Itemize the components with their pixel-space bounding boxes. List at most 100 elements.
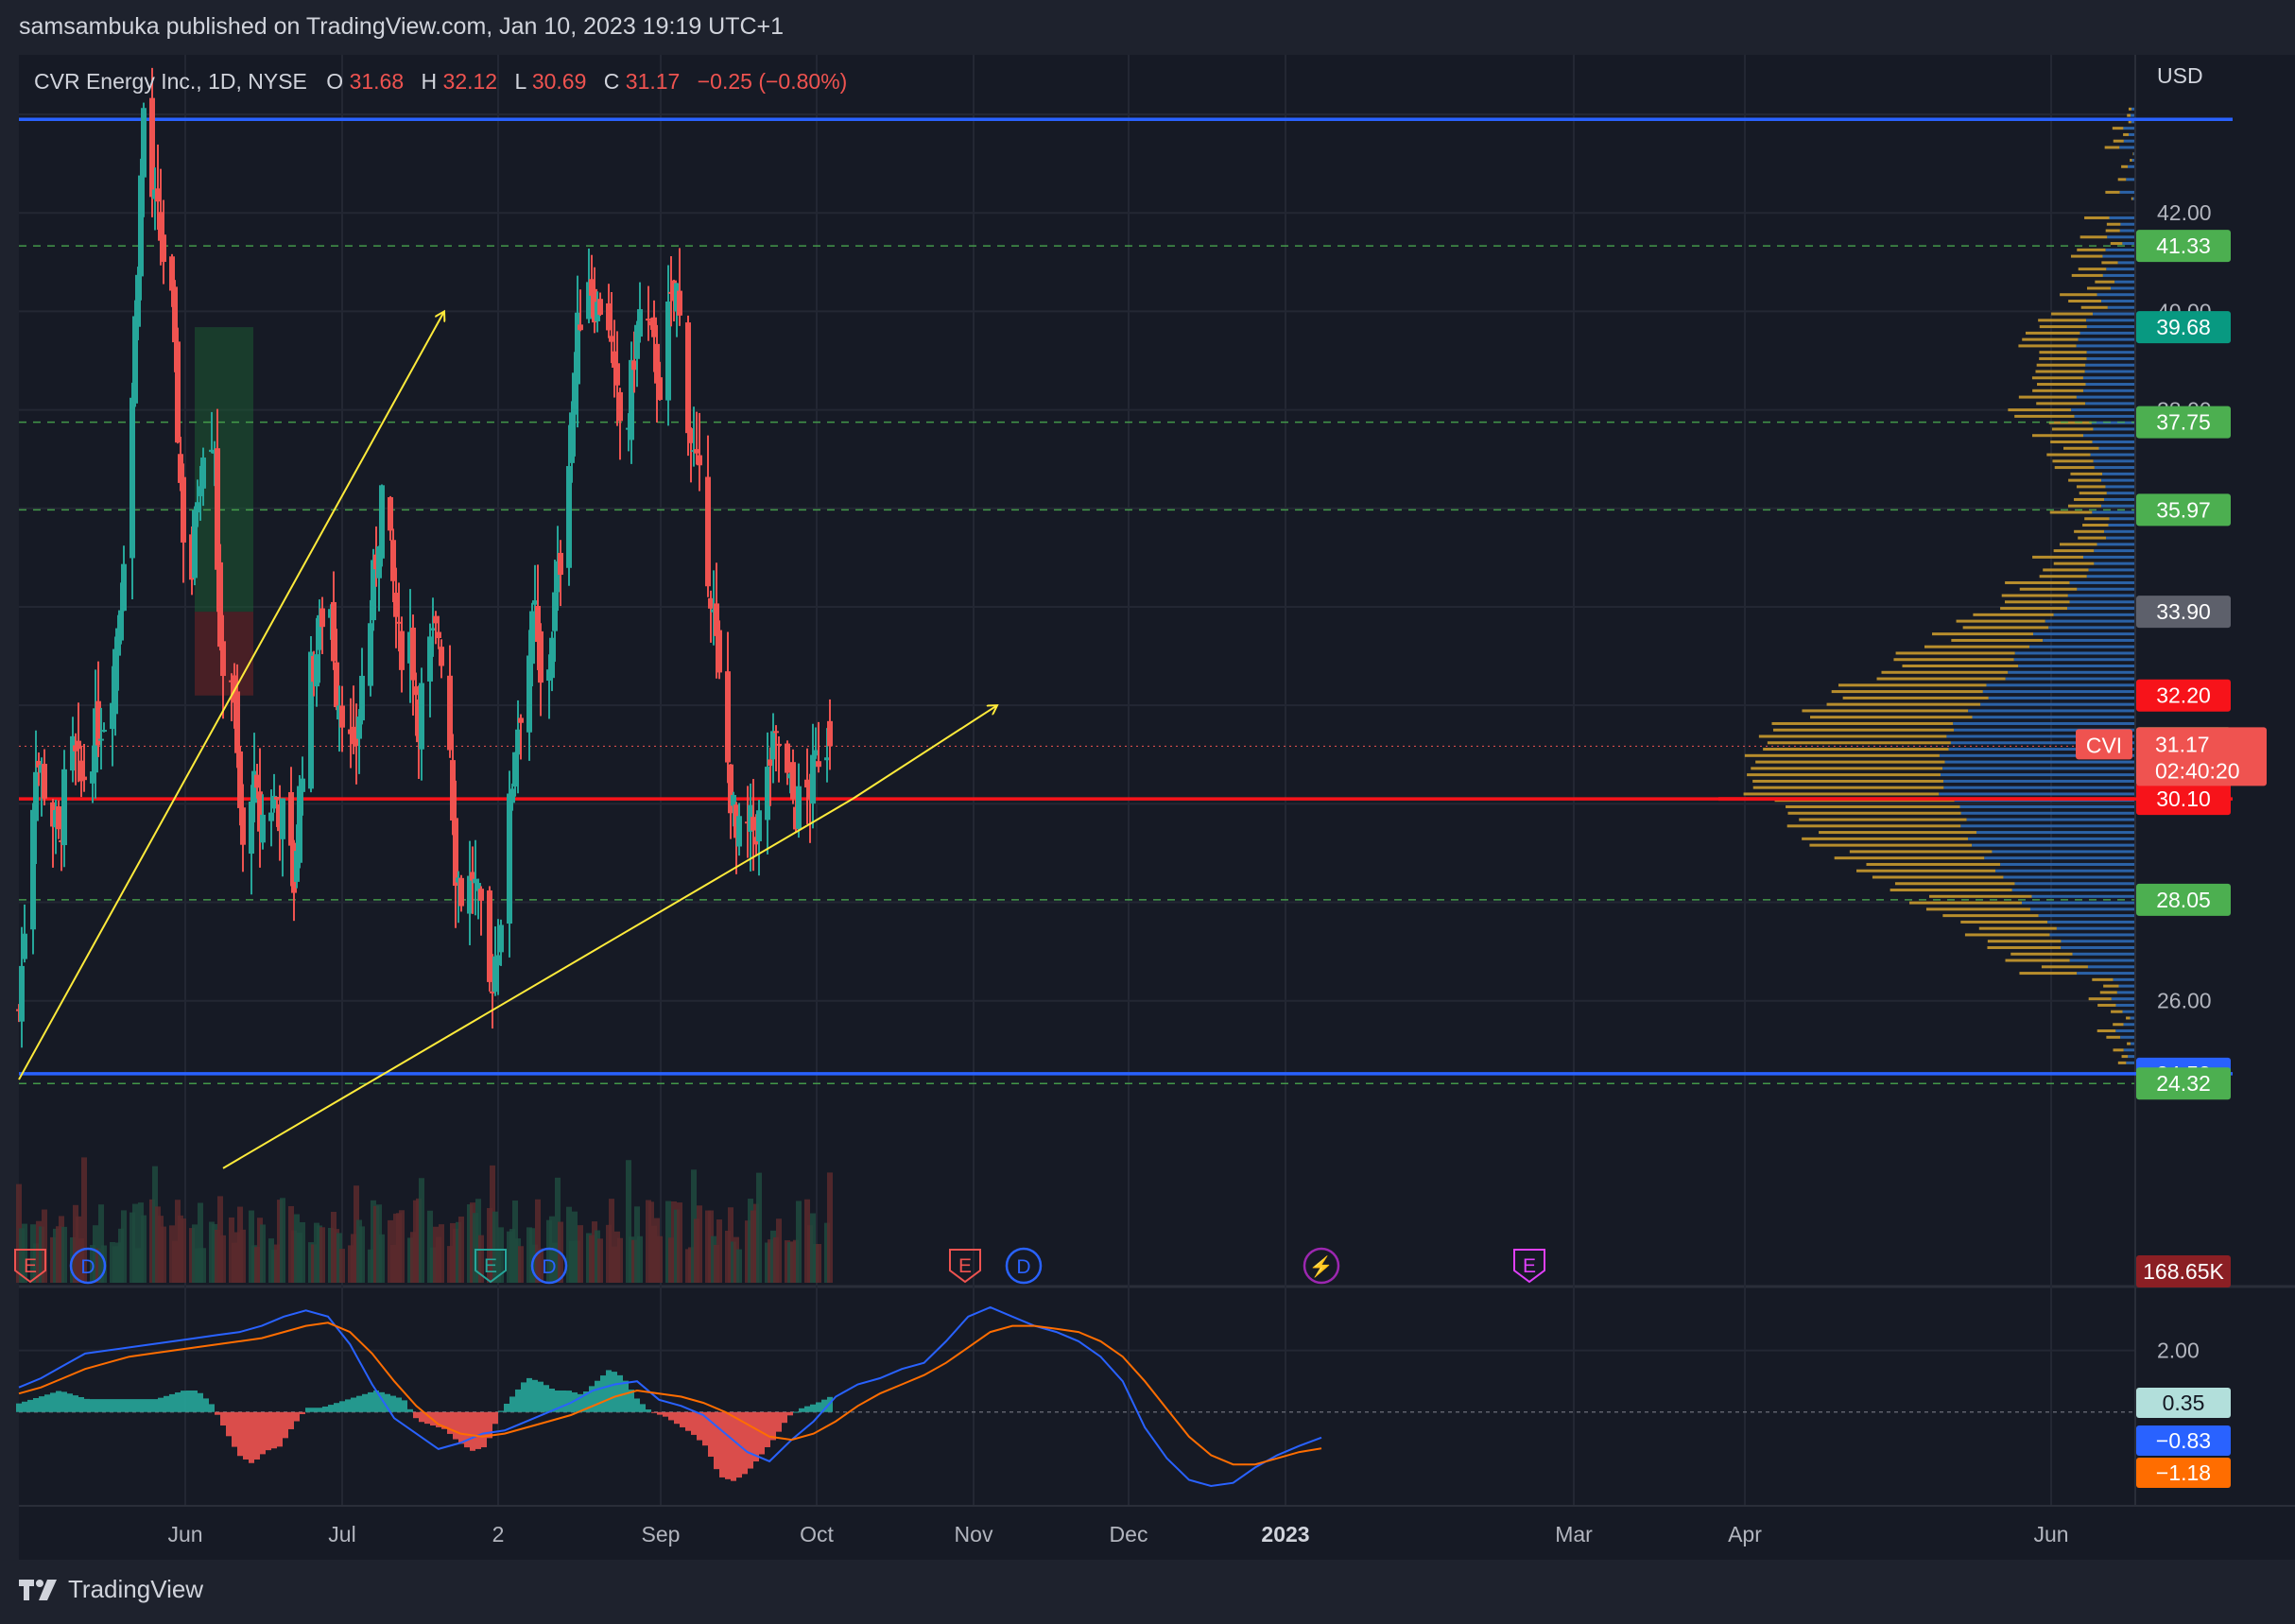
price-axis-badge[interactable]: 33.90	[2136, 596, 2231, 629]
dividend-marker-icon[interactable]: D	[530, 1247, 568, 1285]
profile-bar-down	[1960, 824, 2134, 828]
profile-bar-down	[2119, 146, 2134, 149]
price-axis-badge[interactable]: 35.97	[2136, 493, 2231, 527]
profile-bar-up	[2068, 300, 2102, 302]
candle-body	[237, 751, 243, 808]
trend-line[interactable]	[18, 311, 444, 1080]
price-axis-badge[interactable]: 37.75	[2136, 406, 2231, 439]
macd-hist-bar	[606, 1370, 612, 1412]
candle-body	[118, 610, 124, 641]
candle-body	[453, 818, 458, 887]
candle-body	[419, 682, 424, 750]
profile-bar-up	[1787, 811, 1961, 815]
price-axis-badge[interactable]: 32.20	[2136, 679, 2231, 712]
macd-axis-badge[interactable]: −0.83	[2136, 1425, 2231, 1456]
volume-bar	[478, 1235, 484, 1283]
profile-bar-up	[2126, 1016, 2131, 1020]
trend-line[interactable]	[222, 798, 854, 1169]
profile-bar-up	[2077, 248, 2106, 251]
profile-bar-up	[2078, 536, 2107, 540]
macd-hist-bar	[288, 1411, 294, 1429]
profile-bar-down	[1976, 831, 2134, 835]
earnings-marker-icon[interactable]: E	[475, 1249, 507, 1284]
dividend-marker-icon[interactable]: D	[69, 1247, 107, 1285]
profile-bar-down	[2106, 492, 2134, 495]
profile-bar-up	[2043, 568, 2089, 572]
macd-hist-bar	[555, 1390, 561, 1412]
profile-bar-up	[2113, 1048, 2124, 1052]
candle-body	[473, 878, 478, 884]
volume-bar	[578, 1225, 583, 1283]
macd-hist-bar	[232, 1411, 237, 1447]
candle-body	[308, 651, 314, 789]
profile-bar-down	[2092, 510, 2134, 514]
volume-badge[interactable]: 168.65K	[2136, 1255, 2231, 1287]
profile-bar-up	[1763, 748, 1949, 752]
macd-hist-bar	[617, 1374, 623, 1412]
profile-bar-down	[2130, 1016, 2134, 1020]
candle-body	[129, 397, 135, 559]
candle-body	[478, 889, 484, 901]
profile-bar-up	[2079, 492, 2107, 495]
earnings-marker-icon[interactable]: E	[949, 1249, 981, 1284]
macd-hist-bar	[509, 1396, 515, 1412]
candle-body	[294, 851, 300, 882]
price-axis-badge[interactable]: 24.32	[2136, 1067, 2231, 1100]
profile-bar-up	[1834, 856, 1985, 860]
profile-bar-up	[2092, 977, 2114, 981]
macd-hist-bar	[668, 1411, 674, 1421]
profile-bar-down	[2120, 1035, 2134, 1039]
macd-axis-badge[interactable]: 0.35	[2136, 1388, 2231, 1418]
macd-hist-bar	[589, 1386, 595, 1412]
profile-bar-down	[2106, 536, 2134, 540]
currency-label[interactable]: USD	[2157, 63, 2203, 88]
symbol-legend[interactable]: CVR Energy Inc., 1D, NYSE O 31.68 H 32.1…	[34, 69, 847, 94]
profile-bar-up	[2088, 997, 2112, 1001]
earnings-marker-icon[interactable]: E	[1513, 1249, 1545, 1284]
volume-bar	[319, 1227, 325, 1283]
profile-bar-down	[2093, 459, 2134, 463]
candle-body	[169, 256, 175, 291]
candle-body	[198, 486, 203, 496]
profile-bar-down	[1992, 850, 2134, 854]
profile-bar-up	[2008, 408, 2072, 412]
profile-bar-down	[2038, 914, 2134, 918]
dividend-marker-icon[interactable]: D	[1005, 1247, 1043, 1285]
trend-line[interactable]	[852, 705, 997, 800]
macd-hist-bar	[345, 1399, 351, 1412]
macd-hist-bar	[481, 1411, 487, 1448]
candle-body	[578, 324, 583, 331]
volume-bar	[716, 1219, 722, 1283]
price-badge-text: 24.32	[2156, 1071, 2211, 1096]
candle-body	[725, 671, 731, 763]
profile-bar-down	[1960, 811, 2134, 815]
profile-bar-down	[2117, 261, 2134, 265]
candle-body	[354, 734, 359, 747]
macd-line	[18, 1305, 1322, 1488]
candle-body	[475, 883, 481, 891]
macd-hist-bar	[50, 1392, 56, 1412]
candle-body	[773, 731, 779, 734]
volume-bar	[609, 1199, 614, 1283]
price-axis-badge[interactable]: 30.10	[2136, 783, 2231, 816]
volume-bars	[16, 1157, 833, 1283]
profile-bar-down	[2128, 1055, 2134, 1059]
price-axis-badge[interactable]: 28.05	[2136, 883, 2231, 916]
profile-bar-down	[1972, 716, 2134, 719]
earnings-marker-icon[interactable]: E	[14, 1249, 46, 1284]
macd-hist-bar	[243, 1411, 249, 1460]
profile-bar-down	[2045, 619, 2134, 623]
profile-bar-down	[2131, 159, 2134, 163]
volume-bar	[736, 1249, 742, 1283]
profile-bar-up	[1751, 767, 1943, 770]
candle-body	[200, 458, 206, 489]
candle-body	[589, 279, 595, 296]
svg-text:D: D	[80, 1256, 95, 1278]
split-marker-icon[interactable]: ⚡	[1303, 1247, 1340, 1285]
tradingview-brand[interactable]: TradingView	[19, 1575, 203, 1604]
macd-axis-badge[interactable]: −1.18	[2136, 1458, 2231, 1488]
price-axis-badge[interactable]: 39.68	[2136, 311, 2231, 344]
price-axis-badge[interactable]: 41.33	[2136, 230, 2231, 263]
